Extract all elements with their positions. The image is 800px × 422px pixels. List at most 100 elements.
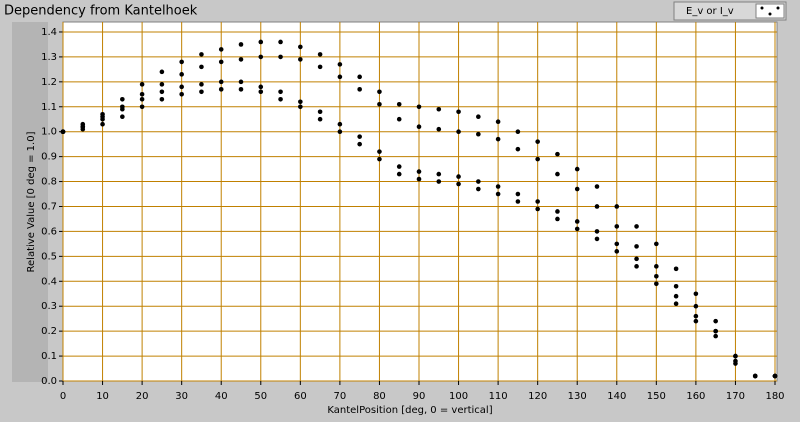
data-point: [238, 42, 244, 47]
data-point: [139, 82, 145, 87]
data-point: [357, 87, 362, 92]
data-point: [337, 62, 343, 67]
data-point: [238, 87, 244, 92]
data-point: [377, 156, 382, 162]
data-point: [278, 39, 283, 45]
data-point: [199, 89, 204, 95]
data-point: [159, 69, 165, 75]
data-point: [238, 57, 244, 62]
data-point: [535, 206, 540, 212]
data-point: [278, 89, 283, 95]
y-tick-label: 0.7: [41, 201, 57, 212]
data-point: [515, 199, 521, 204]
data-point: [436, 171, 442, 177]
x-axis-label: KantelPosition [deg, 0 = vertical]: [327, 405, 492, 416]
x-tick-label: 170: [726, 391, 745, 402]
data-point: [139, 91, 145, 97]
data-point: [614, 249, 620, 254]
data-point: [317, 109, 323, 115]
data-point: [377, 101, 382, 107]
plot-area: [62, 21, 778, 382]
x-tick-label: 100: [449, 391, 468, 402]
data-point: [634, 256, 639, 262]
y-axis-label: Relative Value [0 deg = 1.0]: [26, 131, 37, 272]
x-tick-label: 20: [136, 391, 149, 402]
data-point: [337, 74, 343, 80]
x-tick-label: 90: [413, 391, 426, 402]
data-point: [139, 96, 145, 102]
data-point: [535, 156, 540, 162]
data-point: [555, 216, 560, 222]
data-point: [199, 64, 204, 70]
data-point: [258, 84, 264, 90]
data-point: [218, 47, 224, 52]
y-tick-label: 0.0: [41, 376, 57, 387]
data-point: [377, 149, 382, 154]
data-point: [693, 318, 699, 324]
data-point: [614, 241, 620, 247]
data-point: [555, 209, 560, 214]
y-tick-label: 0.2: [41, 326, 57, 337]
y-tick-label: 0.1: [41, 351, 57, 362]
legend-dot: [776, 6, 780, 10]
y-axis-panel: [12, 22, 48, 382]
x-tick-label: 10: [96, 391, 109, 402]
data-point: [673, 283, 679, 289]
data-point: [673, 266, 679, 272]
data-point: [654, 273, 659, 279]
chart-title: Dependency from Kantelhoek: [4, 4, 198, 19]
data-point: [396, 171, 402, 177]
data-point: [357, 134, 362, 139]
data-point: [100, 121, 105, 127]
data-point: [436, 179, 442, 184]
data-point: [574, 226, 580, 232]
data-point: [574, 186, 580, 192]
data-point: [476, 131, 481, 137]
data-point: [752, 373, 758, 379]
data-point: [476, 186, 481, 192]
data-point: [495, 191, 501, 197]
data-point: [495, 184, 501, 189]
data-point: [357, 74, 362, 80]
data-point: [179, 72, 184, 77]
y-tick-label: 0.5: [41, 251, 57, 262]
legend: E_v or I_v: [673, 1, 787, 21]
data-point: [278, 96, 283, 102]
data-point: [238, 79, 244, 85]
data-point: [436, 126, 442, 132]
data-point: [159, 89, 165, 95]
x-tick-label: 180: [765, 391, 784, 402]
data-point: [80, 126, 86, 132]
data-point: [396, 116, 402, 122]
data-point: [614, 224, 620, 229]
x-tick-label: 0: [60, 391, 66, 402]
y-tick-label: 1.3: [41, 52, 57, 63]
data-point: [654, 264, 659, 269]
x-tick-label: 130: [568, 391, 587, 402]
data-point: [337, 129, 343, 134]
x-tick-label: 40: [215, 391, 228, 402]
data-point: [733, 361, 738, 366]
data-point: [278, 54, 283, 60]
data-point: [179, 59, 184, 65]
data-point: [298, 44, 303, 50]
data-point: [258, 89, 264, 95]
data-point: [555, 171, 560, 177]
data-point: [693, 313, 699, 319]
y-tick-label: 1.0: [41, 127, 57, 138]
y-tick-label: 0.8: [41, 177, 57, 188]
legend-dot: [768, 12, 772, 16]
data-point: [298, 104, 303, 110]
data-point: [594, 236, 600, 242]
data-point: [594, 229, 600, 234]
data-point: [772, 373, 778, 379]
data-point: [713, 318, 718, 324]
x-tick-label: 150: [647, 391, 666, 402]
data-point: [555, 151, 560, 157]
data-point: [456, 129, 461, 134]
data-point: [298, 99, 303, 105]
data-point: [120, 114, 125, 120]
data-point: [654, 281, 659, 287]
data-point: [495, 136, 501, 142]
x-tick-label: 160: [686, 391, 705, 402]
